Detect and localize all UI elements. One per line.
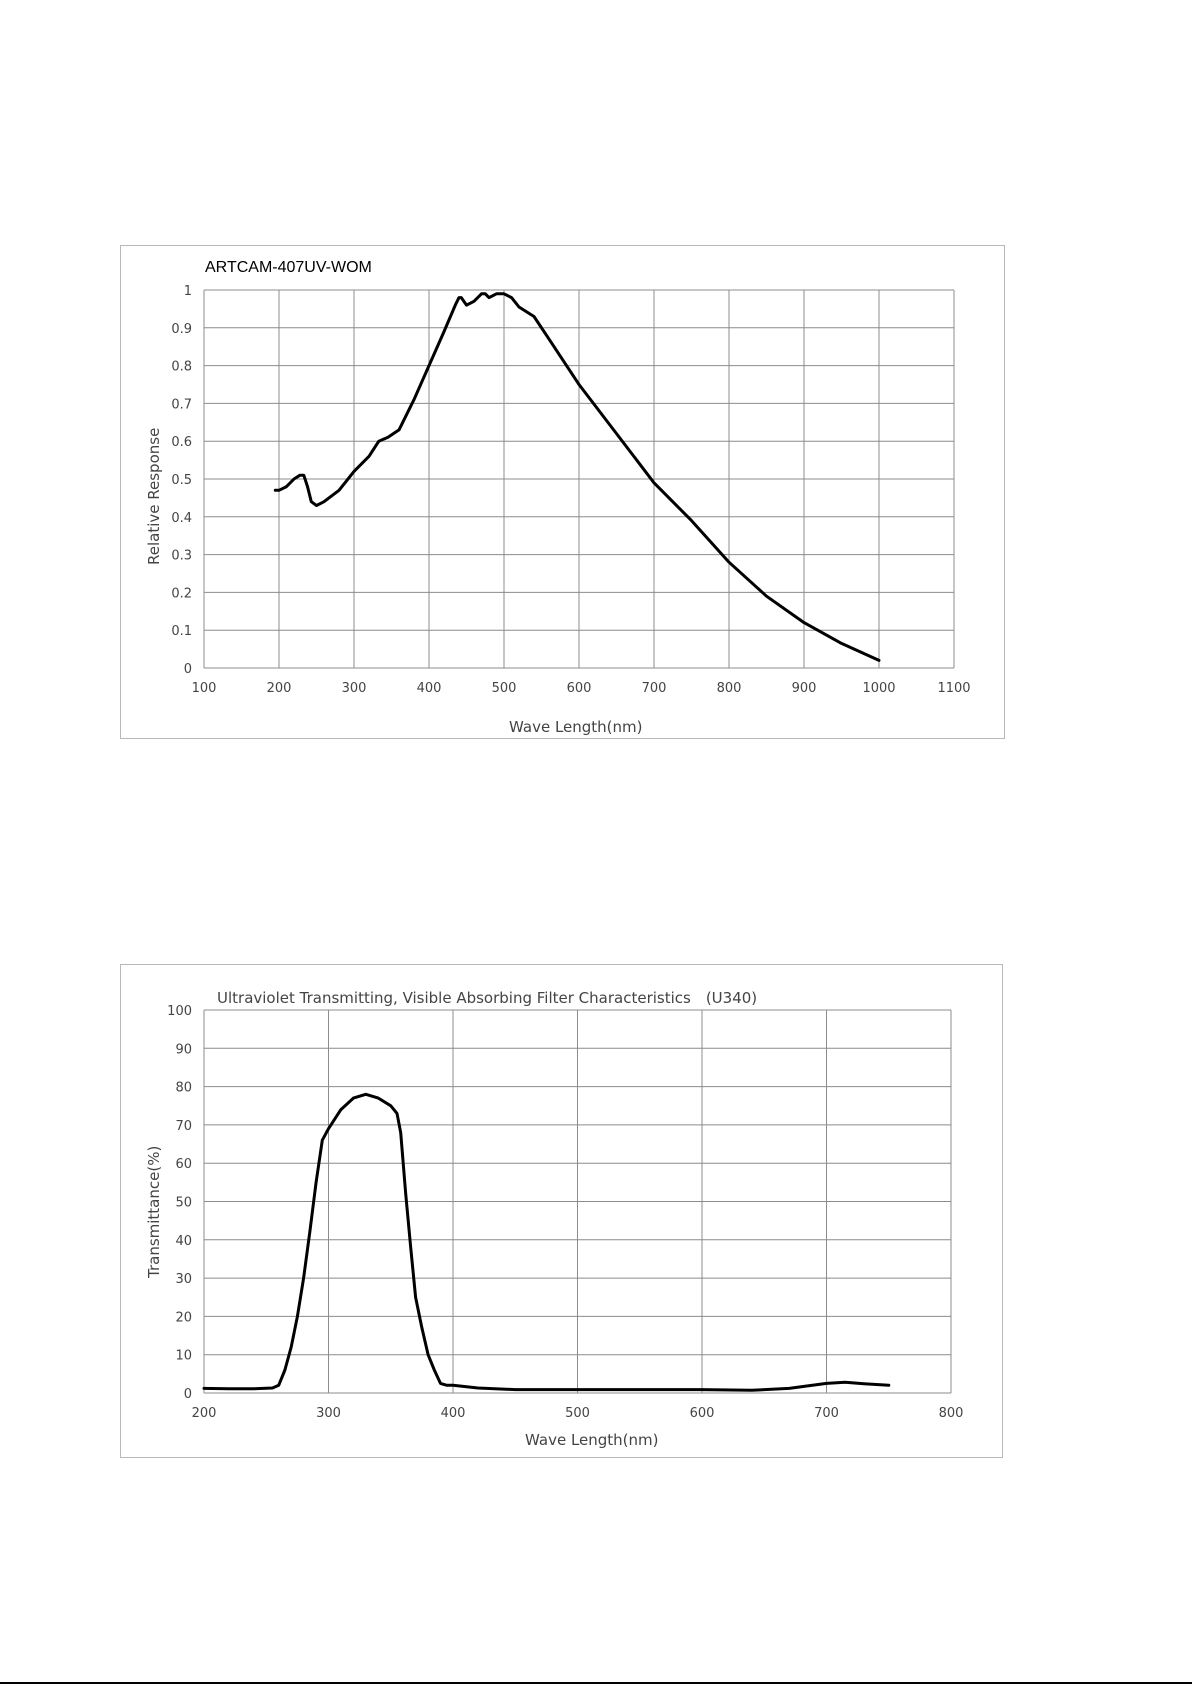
x-tick-label: 500 bbox=[565, 1406, 590, 1421]
chart-title: Ultraviolet Transmitting, Visible Absorb… bbox=[217, 989, 758, 1007]
y-tick-label: 1 bbox=[184, 284, 192, 299]
chart-title: ARTCAM-407UV-WOM bbox=[205, 259, 372, 276]
y-tick-label: 0 bbox=[184, 662, 192, 677]
series-line bbox=[202, 1092, 891, 1392]
y-tick-label: 50 bbox=[175, 1196, 192, 1211]
x-tick-label: 200 bbox=[192, 1406, 217, 1421]
y-axis-title: Relative Response bbox=[145, 427, 163, 565]
y-tick-label: 60 bbox=[175, 1157, 192, 1172]
page-bottom-rule bbox=[0, 1682, 1192, 1684]
y-tick-label: 0.2 bbox=[171, 586, 192, 601]
x-tick-label: 600 bbox=[567, 681, 592, 696]
y-tick-label: 0.6 bbox=[171, 435, 192, 450]
x-tick-label: 400 bbox=[441, 1406, 466, 1421]
x-tick-label: 500 bbox=[492, 681, 517, 696]
x-tick-label: 200 bbox=[267, 681, 292, 696]
chart-relative-response: ARTCAM-407UV-WOM 0 0.1 0.2 0.3 0.4 0.5 0.6 0.7 0… bbox=[120, 245, 1005, 739]
y-tick-label: 0.1 bbox=[171, 624, 192, 639]
plot-area: 0 10 20 30 40 50 60 70 80 90 100 200 300 400 500 600 700… bbox=[167, 1004, 964, 1421]
y-tick-label: 0.7 bbox=[171, 397, 192, 412]
y-tick-label: 80 bbox=[175, 1081, 192, 1096]
y-tick-label: 70 bbox=[175, 1119, 192, 1134]
chart-filter-transmittance: Ultraviolet Transmitting, Visible Absorb… bbox=[120, 964, 1003, 1458]
x-tick-label: 800 bbox=[939, 1406, 964, 1421]
y-tick-label: 40 bbox=[175, 1234, 192, 1249]
y-tick-label: 0.9 bbox=[171, 322, 192, 337]
y-tick-label: 0.5 bbox=[171, 473, 192, 488]
x-axis-title: Wave Length(nm) bbox=[509, 718, 643, 736]
y-tick-label: 0.8 bbox=[171, 360, 192, 375]
x-tick-label: 100 bbox=[192, 681, 217, 696]
y-tick-label: 0.4 bbox=[171, 511, 192, 526]
y-axis-title: Transmittance(%) bbox=[145, 1145, 163, 1278]
x-axis-title: Wave Length(nm) bbox=[525, 1431, 659, 1449]
x-tick-label: 700 bbox=[642, 681, 667, 696]
y-tick-label: 90 bbox=[175, 1042, 192, 1057]
y-tick-label: 0.3 bbox=[171, 549, 192, 564]
x-tick-label: 700 bbox=[814, 1406, 839, 1421]
y-tick-label: 20 bbox=[175, 1310, 192, 1325]
y-tick-label: 100 bbox=[167, 1004, 192, 1019]
x-tick-label: 300 bbox=[316, 1406, 341, 1421]
x-tick-label: 800 bbox=[717, 681, 742, 696]
y-tick-label: 30 bbox=[175, 1272, 192, 1287]
x-tick-label: 1000 bbox=[862, 681, 895, 696]
series-line bbox=[273, 292, 881, 662]
x-tick-label: 600 bbox=[690, 1406, 715, 1421]
x-tick-label: 400 bbox=[417, 681, 442, 696]
x-tick-label: 900 bbox=[792, 681, 817, 696]
x-tick-label: 300 bbox=[342, 681, 367, 696]
x-tick-label: 1100 bbox=[937, 681, 970, 696]
y-tick-label: 0 bbox=[184, 1387, 192, 1402]
y-tick-label: 10 bbox=[175, 1349, 192, 1364]
